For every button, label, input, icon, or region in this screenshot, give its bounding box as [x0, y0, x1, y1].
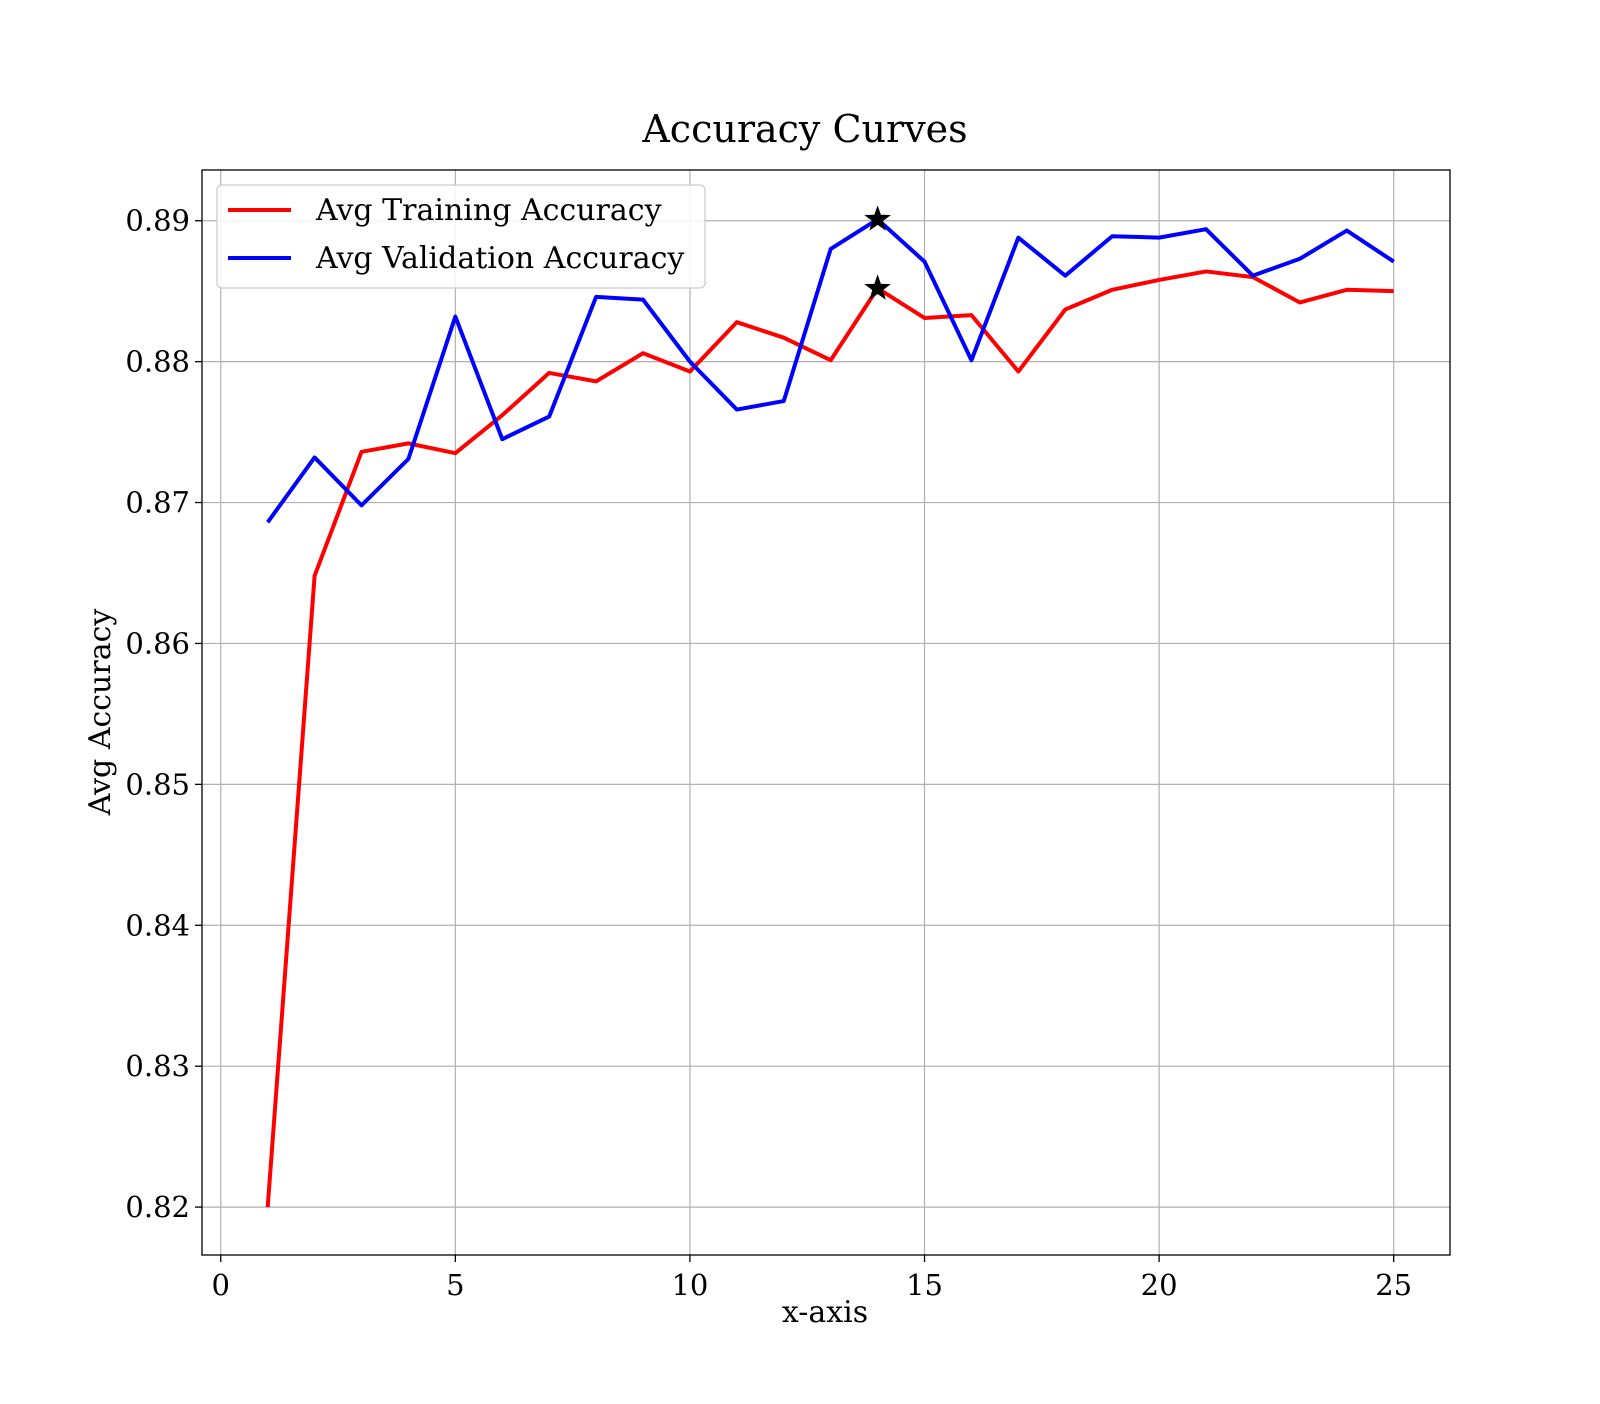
- series-line-validation: [266, 217, 1395, 524]
- marker-layer: [864, 205, 891, 300]
- chart-title: Accuracy Curves: [641, 107, 967, 151]
- y-tick-label: 0.88: [125, 345, 190, 379]
- y-tick-label: 0.85: [125, 767, 190, 801]
- y-tick-label: 0.83: [125, 1049, 190, 1083]
- y-axis-label: Avg Accuracy: [83, 609, 118, 817]
- y-tick-label: 0.89: [125, 204, 190, 238]
- legend-label: Avg Training Accuracy: [315, 193, 662, 228]
- x-axis-label: x-axis: [782, 1295, 868, 1330]
- y-tick-label: 0.84: [125, 908, 190, 942]
- best-accuracy-star-marker: [864, 274, 891, 300]
- x-tick-label: 15: [906, 1268, 943, 1302]
- y-tick-label: 0.87: [125, 486, 190, 520]
- x-tick-label: 20: [1141, 1268, 1178, 1302]
- x-tick-label: 5: [446, 1268, 464, 1302]
- series-layer: [265, 217, 1395, 1208]
- x-tick-label: 0: [212, 1268, 230, 1302]
- x-tick-label: 10: [671, 1268, 708, 1302]
- grid: [202, 170, 1450, 1255]
- y-tick-label: 0.86: [125, 626, 190, 660]
- legend-label: Avg Validation Accuracy: [315, 241, 684, 276]
- tick-layer: 0 5 10 15 20 25 0.82 0.83 0.84 0.85 0.86 0.87 0.88 0.…: [125, 204, 1412, 1302]
- plot-frame: [201, 169, 1451, 1256]
- best-accuracy-star-marker: [864, 205, 891, 231]
- legend: Avg Training Accuracy Avg Validation Accu…: [216, 184, 706, 289]
- y-tick-label: 0.82: [125, 1190, 190, 1224]
- series-line-training: [265, 269, 1394, 1208]
- x-tick-label: 25: [1375, 1268, 1412, 1302]
- legend-box: [216, 184, 706, 289]
